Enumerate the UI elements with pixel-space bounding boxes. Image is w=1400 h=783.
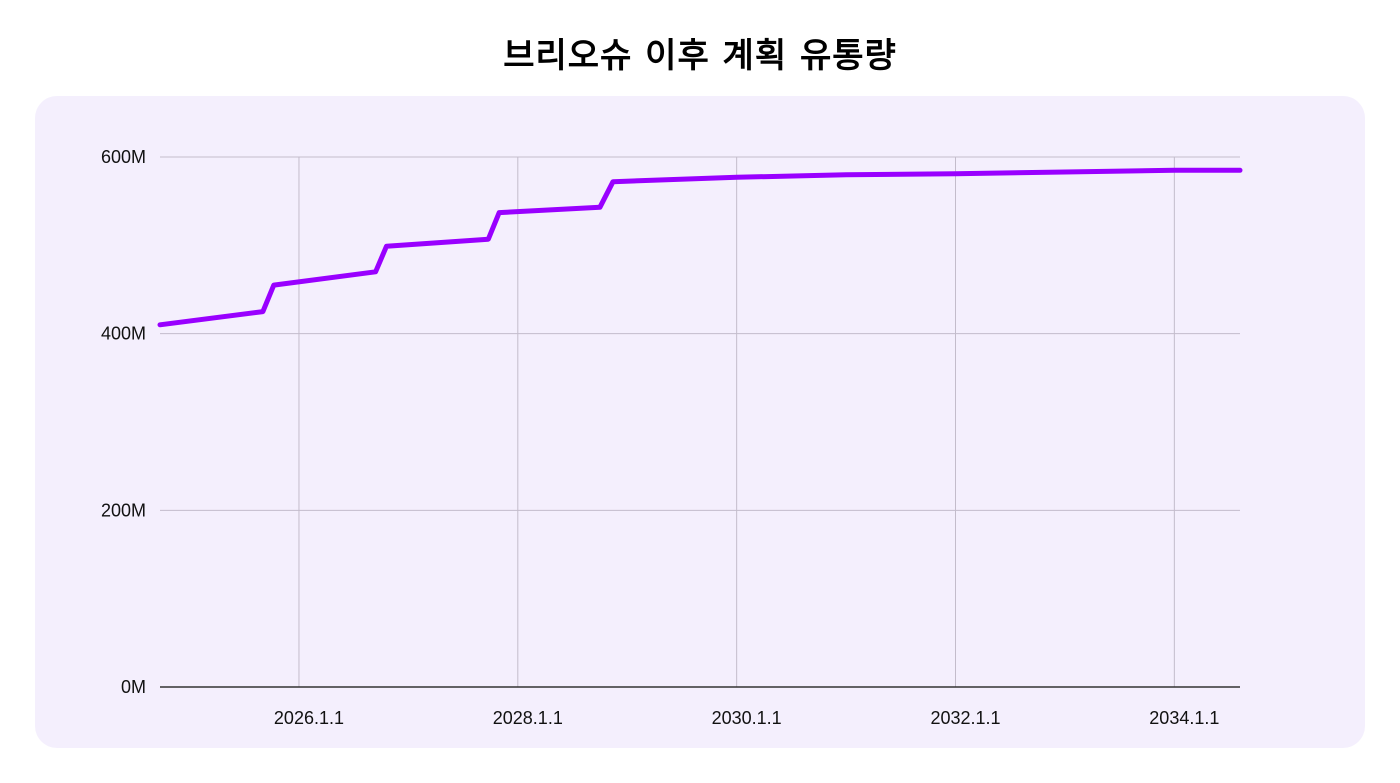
chart-title: 브리오슈 이후 계획 유통량 [503, 36, 897, 76]
y-tick-label: 200M [101, 500, 146, 520]
series-line [157, 167, 1243, 328]
grid [160, 156, 1240, 687]
x-tick-label: 2026.1.1 [274, 708, 344, 728]
x-tick-label: 2028.1.1 [493, 708, 563, 728]
tick-labels: 0M 200M 400M 600M 2026.1.1 2028.1.1 2030.1.1 20… [101, 147, 1219, 728]
x-tick-label: 2034.1.1 [1149, 708, 1219, 728]
y-tick-label: 0M [121, 677, 146, 697]
chart-panel [35, 96, 1365, 748]
series-layer [157, 167, 1243, 328]
y-tick-label: 600M [101, 147, 146, 167]
x-tick-label: 2032.1.1 [930, 708, 1000, 728]
x-tick-label: 2030.1.1 [712, 708, 782, 728]
y-tick-label: 400M [101, 324, 146, 344]
